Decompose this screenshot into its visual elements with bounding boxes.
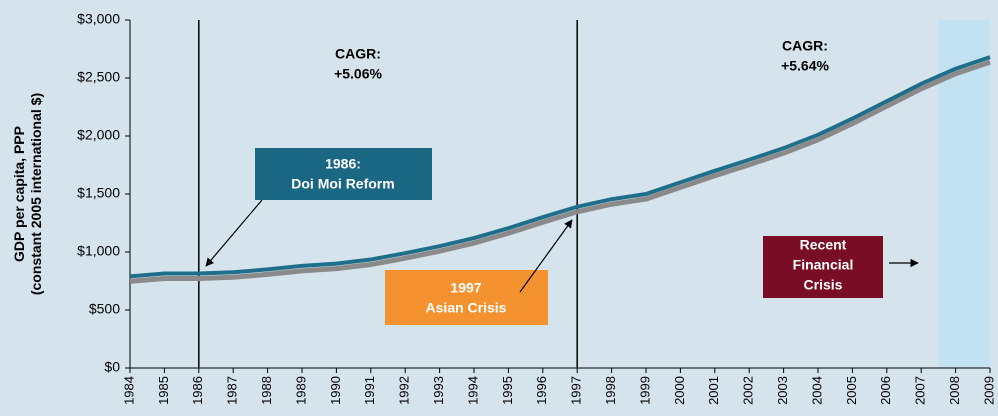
y-axis-title: GDP per capita, PPP(constant 2005 intern… [11,93,44,295]
annotation-text: Doi Moi Reform [291,176,394,192]
series-shadow [129,59,991,284]
x-tick-label: 1988 [259,376,274,405]
x-tick-label: 1984 [121,376,136,405]
y-tick-label: $500 [89,301,120,317]
annotation-box [385,270,548,325]
annotation-text: CAGR: [782,38,828,54]
annotation-text: Financial [793,257,854,273]
x-tick-label: 1987 [225,376,240,405]
series-line [129,55,991,279]
annotation-box [763,236,883,298]
x-tick-label: 1996 [534,376,549,405]
annotation-text: +5.64% [781,58,829,74]
x-tick-label: 2002 [741,376,756,405]
x-tick-label: 2009 [981,376,996,405]
x-tick-label: 2001 [706,376,721,405]
arrow [519,219,573,293]
annotation-text: Recent [800,237,847,253]
x-tick-label: 1986 [190,376,205,405]
x-tick-label: 1989 [293,376,308,405]
x-tick-label: 1993 [431,376,446,405]
x-tick-label: 1998 [603,376,618,405]
y-axis-title-line: (constant 2005 international $) [28,93,44,295]
x-tick-label: 2004 [809,376,824,405]
x-tick-label: 1990 [328,376,343,405]
arrow [205,199,263,267]
y-tick-label: $0 [104,359,120,375]
x-tick-label: 1991 [362,376,377,405]
x-tick-label: 2006 [878,376,893,405]
x-tick-label: 1994 [465,376,480,405]
y-tick-label: $3,000 [77,11,120,27]
y-tick-label: $1,500 [77,185,120,201]
y-tick-label: $1,000 [77,243,120,259]
y-tick-label: $2,500 [77,69,120,85]
annotation-text: +5.06% [334,66,382,82]
x-tick-label: 2000 [672,376,687,405]
x-tick-label: 2007 [913,376,928,405]
y-axis-title-line: GDP per capita, PPP [11,126,27,262]
annotation-text: 1997 [450,280,481,296]
x-tick-label: 1992 [397,376,412,405]
annotation-box [255,148,432,200]
x-tick-label: 1995 [500,376,515,405]
x-tick-label: 2005 [844,376,859,405]
x-tick-label: 1997 [569,376,584,405]
y-tick-label: $2,000 [77,127,120,143]
annotation-text: 1986: [325,156,361,172]
annotation-text: CAGR: [335,46,381,62]
annotation-text: Crisis [804,277,843,293]
x-tick-label: 2003 [775,376,790,405]
annotation-text: Asian Crisis [426,300,507,316]
x-tick-label: 1985 [156,376,171,405]
x-tick-label: 2008 [947,376,962,405]
x-tick-label: 1999 [637,376,652,405]
